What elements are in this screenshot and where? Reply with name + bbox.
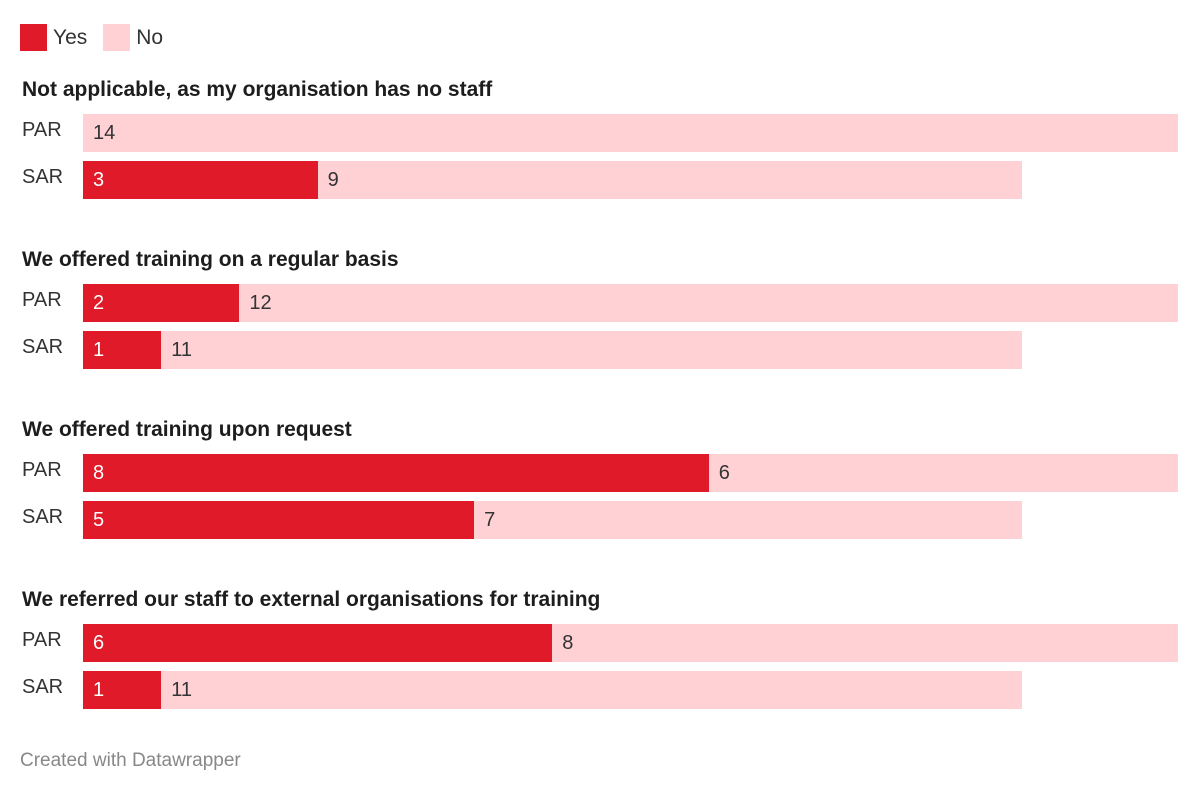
bar-segment-no: 12 [239, 284, 1178, 322]
bar-segment-no: 6 [708, 454, 1178, 492]
bar-segment-no: 11 [161, 671, 1022, 709]
legend-swatch-no [103, 24, 131, 51]
legend-item-no: No [103, 24, 163, 51]
bar-segment-yes: 8 [83, 454, 709, 492]
legend-label: Yes [53, 25, 88, 49]
bar-segment-yes: 1 [83, 331, 162, 369]
row-label: PAR [22, 459, 62, 481]
bar-segment-yes: 6 [83, 624, 553, 662]
row-label: PAR [22, 119, 62, 141]
bar-segment-no: 9 [317, 161, 1022, 199]
bar-segment-no: 14 [83, 114, 1178, 152]
row-label: PAR [22, 289, 62, 311]
legend-label: No [136, 25, 164, 49]
group-title: Not applicable, as my organisation has n… [22, 78, 493, 101]
legend-swatch-yes [20, 24, 47, 51]
row-label: SAR [22, 166, 64, 188]
group-title: We referred our staff to external organi… [22, 588, 601, 611]
legend-item-yes: Yes [20, 24, 87, 51]
row-label: SAR [22, 336, 64, 358]
bar-segment-yes: 3 [83, 161, 318, 199]
group-title: We offered training on a regular basis [22, 248, 399, 271]
bar-segment-no: 11 [161, 331, 1022, 369]
row-label: SAR [22, 506, 64, 528]
footer-credit: Created with Datawrapper [20, 750, 241, 771]
legend: Yes No [20, 24, 179, 51]
bar-segment-yes: 2 [83, 284, 240, 322]
bar-segment-yes: 5 [83, 501, 475, 539]
row-label: SAR [22, 676, 64, 698]
row-label: PAR [22, 629, 62, 651]
bar-segment-no: 8 [552, 624, 1178, 662]
bar-segment-no: 7 [474, 501, 1022, 539]
group-title: We offered training upon request [22, 418, 352, 441]
bar-segment-yes: 1 [83, 671, 162, 709]
